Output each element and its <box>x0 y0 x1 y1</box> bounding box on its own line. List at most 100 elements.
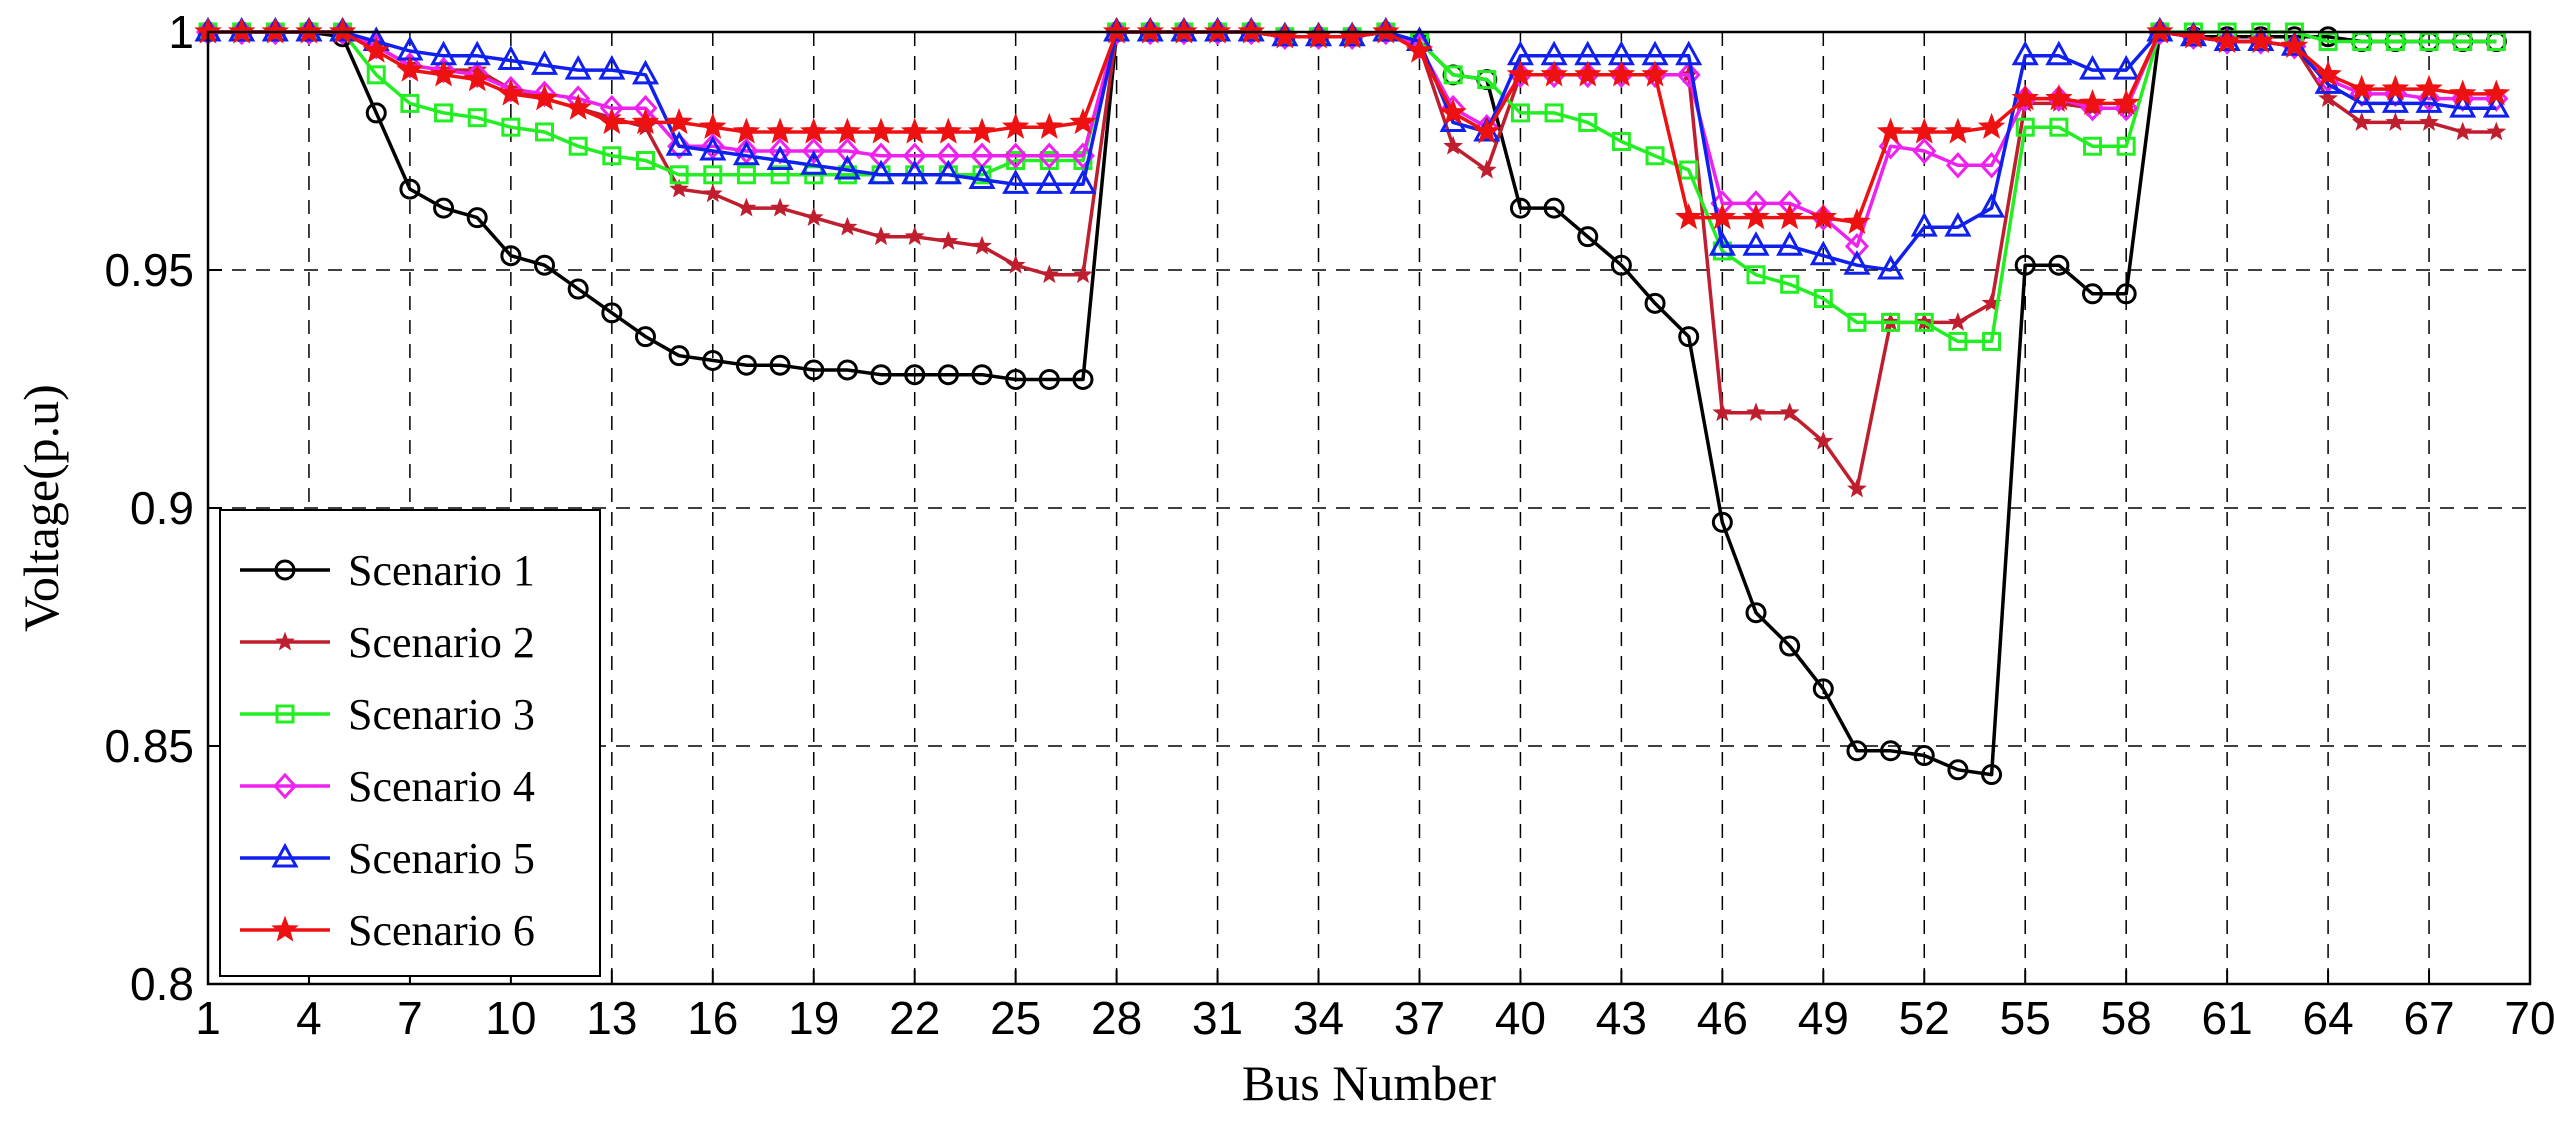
data-point <box>1914 312 1934 332</box>
data-point <box>766 117 794 144</box>
y-tick-label: 0.95 <box>104 244 194 296</box>
data-point <box>1506 60 1535 87</box>
data-point <box>365 102 387 124</box>
x-tick-label: 16 <box>687 992 738 1044</box>
y-tick-labels: 0.8 0.85 0.9 0.95 1 <box>104 6 194 1010</box>
data-point <box>1574 60 1602 87</box>
data-point <box>2015 117 2035 137</box>
legend: Scenario 1 Scenario 2 Scenario 3 Scenario 4… <box>219 509 601 977</box>
x-tick-label: 40 <box>1495 992 1546 1044</box>
data-point <box>702 349 724 371</box>
data-point <box>467 108 487 128</box>
data-point <box>1746 265 1766 285</box>
data-point <box>1005 254 1026 274</box>
data-point <box>463 40 491 66</box>
data-point <box>1981 764 2003 786</box>
data-point <box>1944 212 1972 237</box>
data-point <box>272 772 298 800</box>
data-point <box>971 364 993 386</box>
data-point <box>568 136 588 156</box>
data-point <box>968 164 996 190</box>
data-point <box>2045 84 2073 111</box>
data-point <box>1775 203 1804 230</box>
data-point <box>2014 254 2036 276</box>
data-point <box>1948 311 1968 331</box>
data-point <box>1912 137 1937 165</box>
data-point <box>1678 326 1700 348</box>
data-point <box>275 704 295 724</box>
legend-label: Scenario 3 <box>348 690 535 739</box>
data-point <box>271 842 299 868</box>
data-point <box>736 165 756 185</box>
x-tick-label: 13 <box>586 992 637 1044</box>
data-point <box>2078 54 2107 80</box>
data-point <box>2112 88 2140 116</box>
data-point <box>534 254 556 276</box>
x-tick-label: 52 <box>1899 992 1950 1044</box>
data-point <box>2083 136 2103 156</box>
data-point <box>1674 203 1703 230</box>
data-point <box>497 79 525 106</box>
data-point <box>1676 61 1701 89</box>
legend-entry: Scenario 3 <box>240 690 535 739</box>
data-point <box>1880 740 1902 762</box>
data-point <box>904 226 925 246</box>
data-point <box>732 140 760 166</box>
x-tick-label: 55 <box>2000 992 2051 1044</box>
data-point <box>463 65 491 92</box>
data-point <box>2352 32 2372 52</box>
data-point <box>2011 84 2039 111</box>
x-axis-label: Bus Number <box>1242 1055 1497 1111</box>
data-point <box>2449 93 2477 118</box>
data-point <box>631 107 660 135</box>
data-point <box>803 207 824 227</box>
data-point <box>736 197 757 217</box>
data-point <box>1712 402 1733 422</box>
data-point <box>2351 111 2372 131</box>
y-tick-label: 0.8 <box>130 958 194 1010</box>
data-point <box>1780 274 1800 294</box>
data-point <box>735 354 757 376</box>
data-point <box>1913 745 1935 767</box>
data-point <box>732 117 761 144</box>
data-point <box>1439 98 1467 125</box>
data-point <box>564 54 592 80</box>
data-point <box>770 165 790 185</box>
data-point <box>1844 232 1869 260</box>
y-tick-label: 0.9 <box>130 482 194 534</box>
data-point <box>699 112 727 139</box>
data-point <box>934 159 962 185</box>
data-point <box>2116 136 2136 156</box>
data-point <box>1812 678 1834 700</box>
data-point <box>1644 292 1666 314</box>
y-tick-label: 0.85 <box>104 720 194 772</box>
data-point <box>837 216 858 236</box>
data-point <box>1001 112 1030 139</box>
data-point <box>532 80 557 108</box>
data-point <box>2381 88 2409 113</box>
data-point <box>803 359 825 381</box>
data-point <box>1002 169 1030 194</box>
data-point <box>1069 107 1097 135</box>
data-point <box>937 364 959 386</box>
legend-box <box>219 509 601 977</box>
data-point <box>901 159 929 185</box>
data-point <box>800 150 828 175</box>
data-point <box>1679 160 1699 180</box>
data-point <box>867 159 895 185</box>
data-point <box>2448 79 2477 106</box>
data-point <box>1746 402 1766 422</box>
x-tick-label: 22 <box>889 992 940 1044</box>
data-point <box>501 117 521 137</box>
data-point <box>2348 88 2376 113</box>
data-point <box>667 133 692 160</box>
data-point <box>1776 231 1804 256</box>
x-tick-label: 37 <box>1394 992 1445 1044</box>
data-point <box>1979 152 2004 179</box>
data-point <box>1708 203 1737 230</box>
data-point <box>1641 60 1669 87</box>
data-point <box>1005 368 1027 390</box>
x-tick-label: 34 <box>1293 992 1344 1044</box>
data-point <box>1035 112 1064 139</box>
plot-frame <box>206 30 2532 986</box>
